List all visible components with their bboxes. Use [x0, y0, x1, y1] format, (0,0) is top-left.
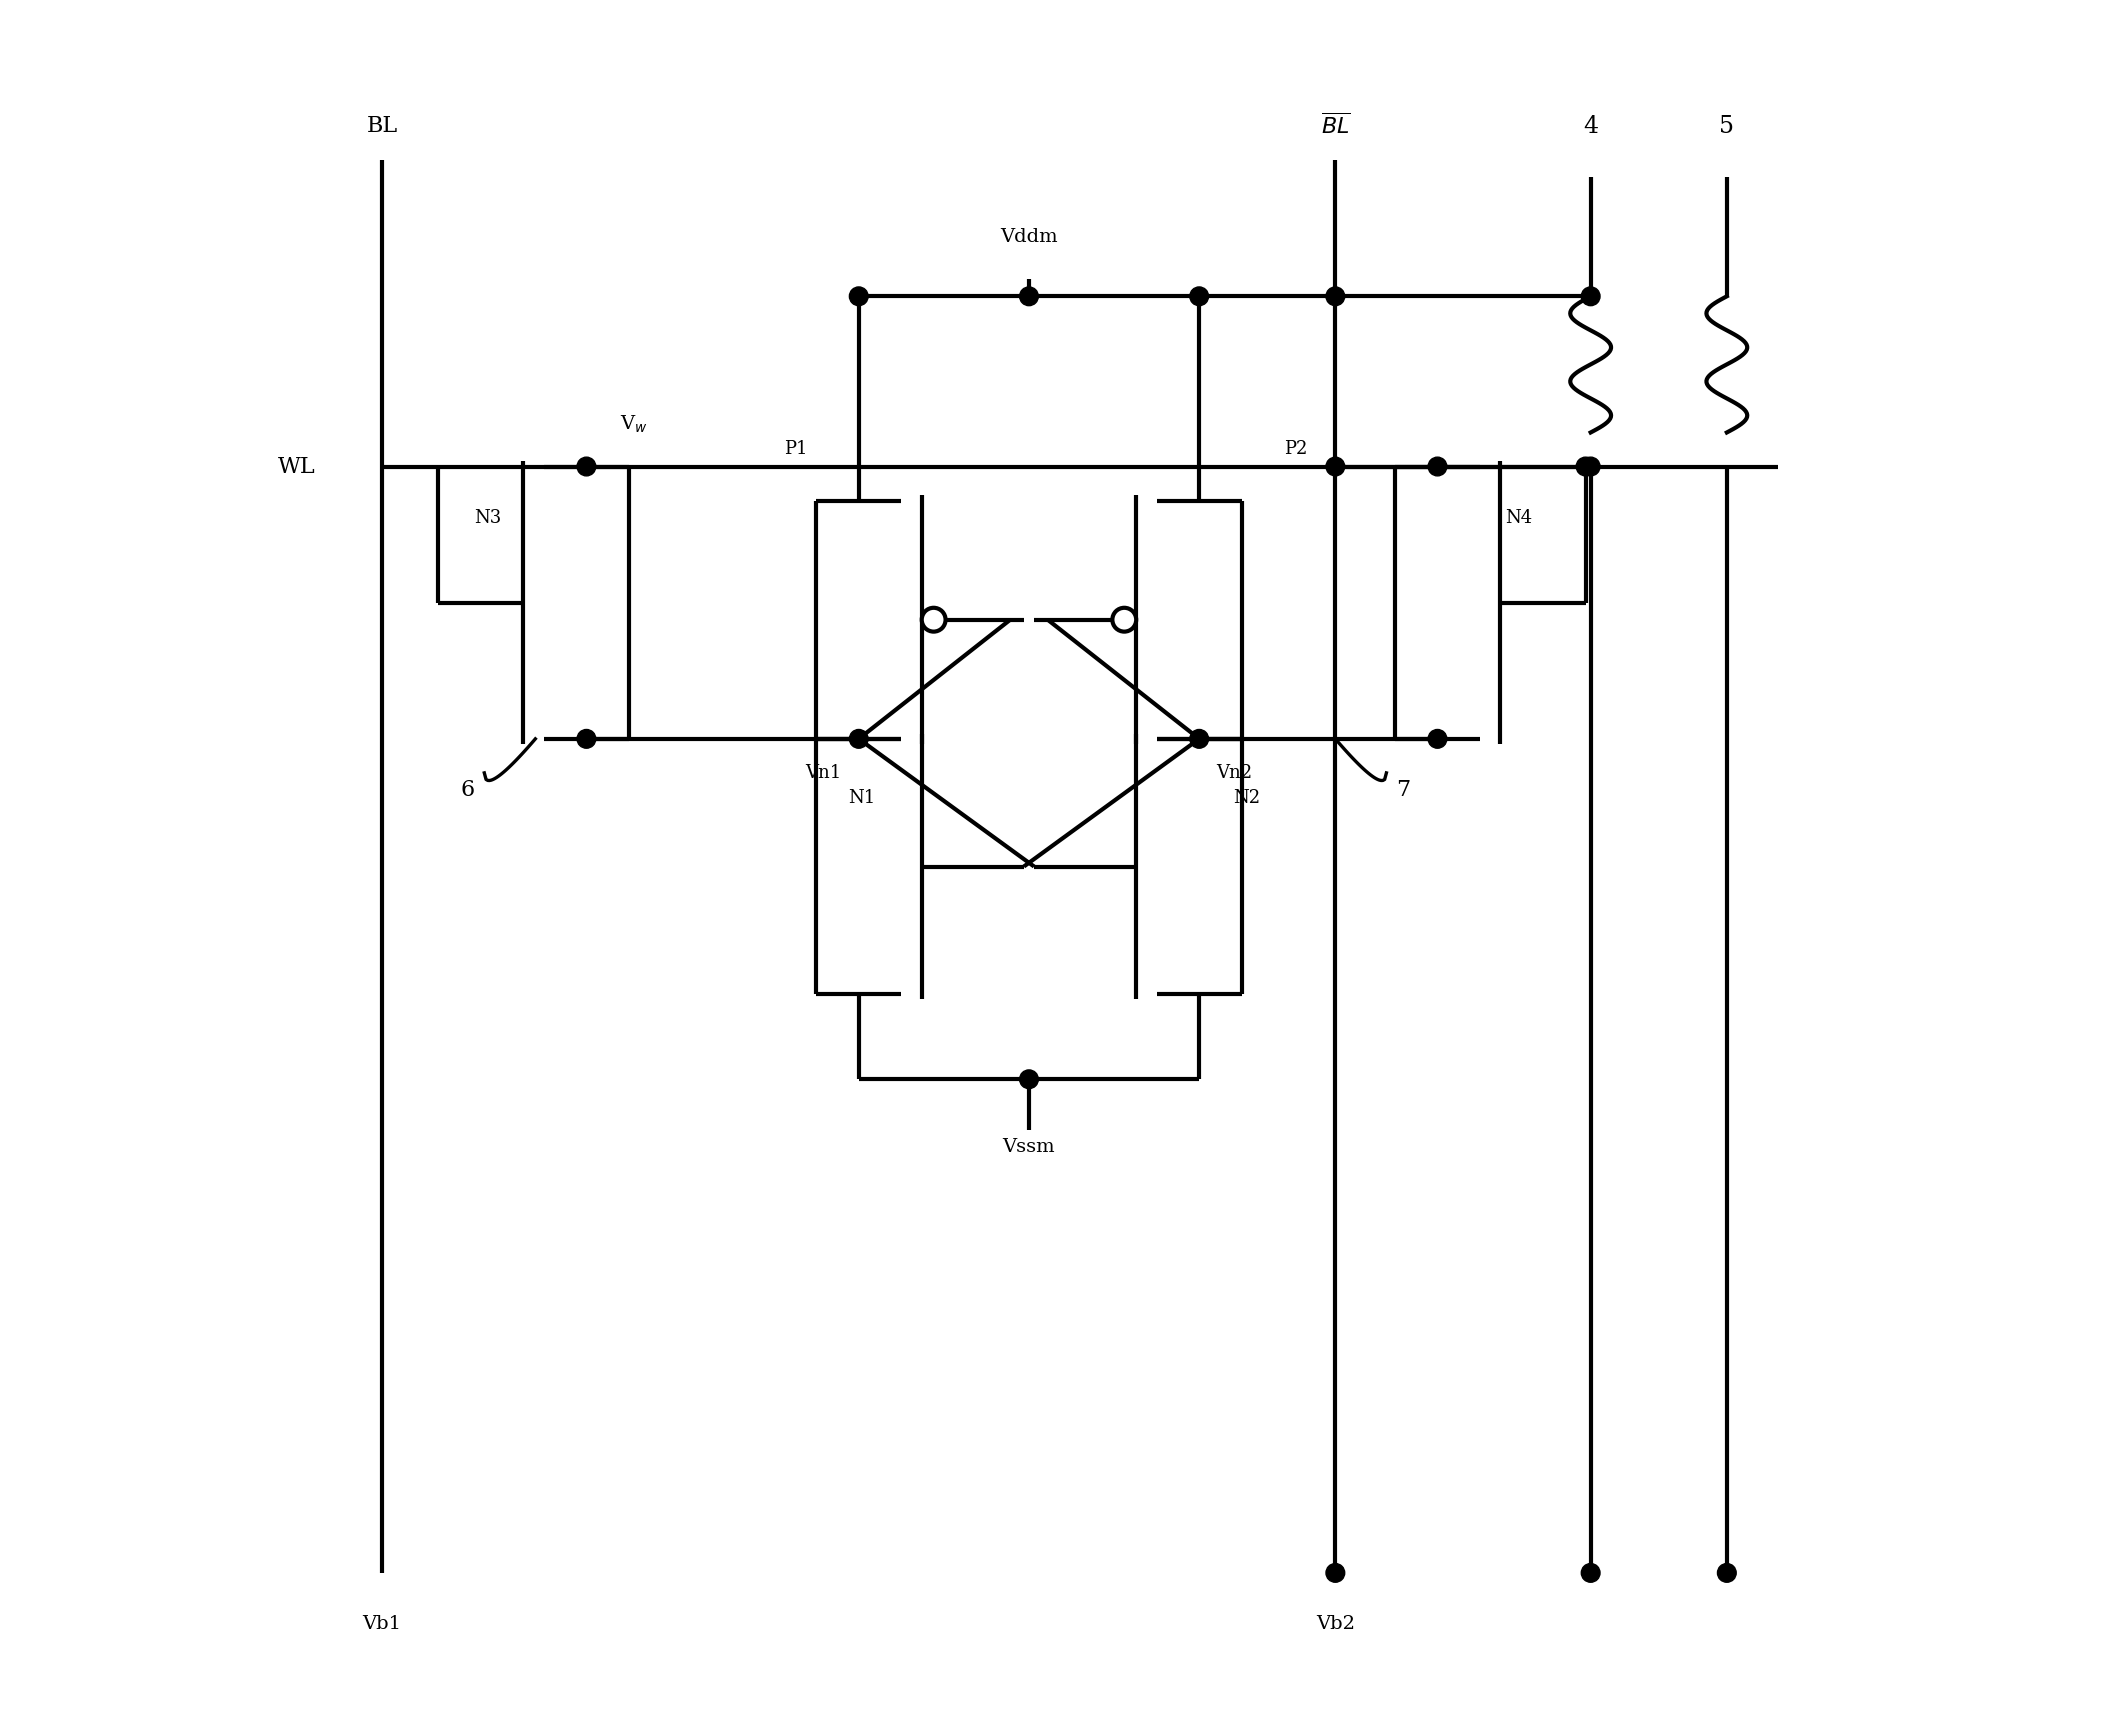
Text: $\overline{BL}$: $\overline{BL}$ — [1320, 113, 1350, 139]
Text: 7: 7 — [1396, 779, 1411, 801]
Circle shape — [578, 456, 595, 475]
Text: WL: WL — [278, 455, 316, 477]
Text: N4: N4 — [1506, 508, 1533, 527]
Circle shape — [1582, 456, 1601, 475]
Circle shape — [1019, 287, 1038, 305]
Circle shape — [1428, 456, 1447, 475]
Text: P1: P1 — [785, 441, 808, 458]
Text: 6: 6 — [460, 779, 475, 801]
Circle shape — [1582, 287, 1601, 305]
Text: N3: N3 — [475, 508, 502, 527]
Circle shape — [1189, 287, 1208, 305]
Circle shape — [1575, 456, 1594, 475]
Circle shape — [1428, 729, 1447, 748]
Circle shape — [1717, 1563, 1736, 1582]
Circle shape — [850, 729, 869, 748]
Circle shape — [922, 607, 945, 631]
Text: Vddm: Vddm — [1000, 228, 1059, 245]
Text: BL: BL — [367, 115, 399, 137]
Text: Vn2: Vn2 — [1217, 764, 1253, 782]
Text: 5: 5 — [1719, 115, 1734, 137]
Text: V$_w$: V$_w$ — [620, 414, 647, 434]
Circle shape — [1019, 1069, 1038, 1088]
Circle shape — [1582, 1563, 1601, 1582]
Text: Vb2: Vb2 — [1316, 1615, 1354, 1634]
Text: P2: P2 — [1284, 441, 1308, 458]
Text: N1: N1 — [848, 789, 875, 808]
Text: N2: N2 — [1234, 789, 1261, 808]
Circle shape — [1327, 1563, 1346, 1582]
Text: Vssm: Vssm — [1002, 1138, 1054, 1157]
Circle shape — [1189, 729, 1208, 748]
Text: 4: 4 — [1584, 115, 1599, 137]
Circle shape — [850, 287, 869, 305]
Text: Vb1: Vb1 — [363, 1615, 401, 1634]
Circle shape — [578, 729, 595, 748]
Circle shape — [1327, 287, 1346, 305]
Circle shape — [1111, 607, 1137, 631]
Text: Vn1: Vn1 — [806, 764, 841, 782]
Circle shape — [1327, 456, 1346, 475]
